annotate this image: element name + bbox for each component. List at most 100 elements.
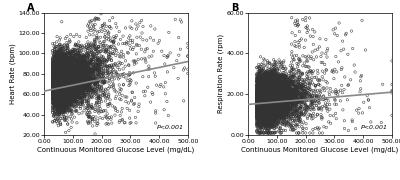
- Point: [254, 83, 260, 86]
- Point: [270, 76, 276, 79]
- Point: [258, 97, 265, 100]
- Point: [284, 109, 291, 112]
- Point: [57, 95, 64, 98]
- Point: [54, 71, 61, 74]
- Point: [278, 85, 285, 88]
- Point: [63, 104, 69, 107]
- Point: [132, 60, 138, 63]
- Point: [50, 95, 56, 98]
- Point: [274, 94, 280, 97]
- Point: [265, 93, 271, 96]
- Point: [52, 97, 58, 100]
- Point: [268, 102, 275, 104]
- Point: [93, 97, 100, 100]
- Point: [50, 89, 56, 92]
- Point: [71, 74, 77, 77]
- Point: [73, 93, 80, 95]
- Point: [56, 105, 63, 107]
- Point: [62, 87, 69, 90]
- Point: [58, 91, 64, 94]
- Point: [283, 81, 290, 84]
- Point: [286, 118, 293, 120]
- Point: [59, 92, 65, 95]
- Point: [258, 107, 264, 110]
- Point: [68, 78, 75, 81]
- Point: [62, 66, 68, 69]
- Point: [255, 90, 261, 93]
- Point: [58, 78, 65, 81]
- Point: [259, 99, 265, 102]
- Point: [282, 104, 288, 107]
- Point: [144, 47, 150, 50]
- Point: [92, 67, 98, 70]
- Point: [264, 112, 271, 114]
- Point: [259, 87, 265, 90]
- Point: [270, 97, 276, 100]
- Point: [286, 98, 292, 101]
- Point: [264, 91, 271, 94]
- Point: [264, 106, 271, 109]
- Point: [56, 73, 62, 76]
- Point: [53, 79, 59, 82]
- Point: [67, 86, 74, 89]
- Point: [266, 91, 272, 93]
- Point: [89, 106, 96, 109]
- Point: [269, 107, 275, 109]
- Point: [88, 105, 94, 107]
- Point: [57, 100, 64, 103]
- Point: [53, 81, 60, 84]
- Point: [53, 90, 60, 93]
- Point: [63, 90, 69, 93]
- Point: [261, 76, 268, 78]
- Point: [262, 100, 268, 103]
- Point: [60, 94, 66, 97]
- Point: [55, 79, 62, 82]
- Point: [288, 97, 294, 100]
- Point: [59, 75, 65, 78]
- Point: [280, 113, 286, 116]
- Point: [257, 102, 264, 105]
- Point: [271, 108, 277, 111]
- Point: [55, 108, 62, 111]
- Point: [58, 60, 65, 63]
- Point: [55, 80, 61, 82]
- Point: [65, 90, 72, 93]
- Point: [65, 94, 72, 97]
- Point: [59, 80, 66, 83]
- Point: [267, 99, 274, 102]
- Point: [269, 93, 275, 96]
- Point: [258, 101, 264, 104]
- Point: [53, 76, 60, 79]
- Point: [275, 88, 282, 91]
- Point: [67, 89, 74, 92]
- Point: [64, 83, 71, 86]
- Point: [65, 68, 72, 71]
- Point: [268, 98, 274, 101]
- Point: [62, 63, 69, 66]
- Point: [81, 71, 88, 74]
- Point: [260, 96, 266, 99]
- Point: [70, 67, 77, 70]
- Point: [53, 77, 60, 80]
- Point: [293, 94, 299, 97]
- Point: [258, 122, 264, 125]
- Point: [68, 65, 74, 68]
- Point: [257, 69, 263, 72]
- Point: [52, 56, 59, 59]
- Point: [102, 58, 109, 61]
- Point: [281, 88, 287, 91]
- Point: [53, 78, 59, 81]
- Point: [296, 95, 302, 98]
- Point: [59, 82, 65, 85]
- Point: [258, 86, 264, 89]
- Point: [74, 68, 80, 71]
- Point: [268, 107, 275, 110]
- Point: [98, 27, 104, 30]
- Point: [262, 104, 268, 107]
- Point: [327, 108, 333, 111]
- Point: [256, 132, 262, 134]
- Point: [53, 71, 60, 74]
- Point: [61, 87, 67, 89]
- Point: [282, 103, 288, 105]
- Point: [326, 91, 332, 93]
